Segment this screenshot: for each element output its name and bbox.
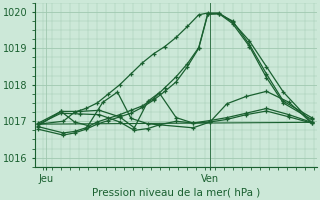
- X-axis label: Pression niveau de la mer( hPa ): Pression niveau de la mer( hPa ): [92, 187, 260, 197]
